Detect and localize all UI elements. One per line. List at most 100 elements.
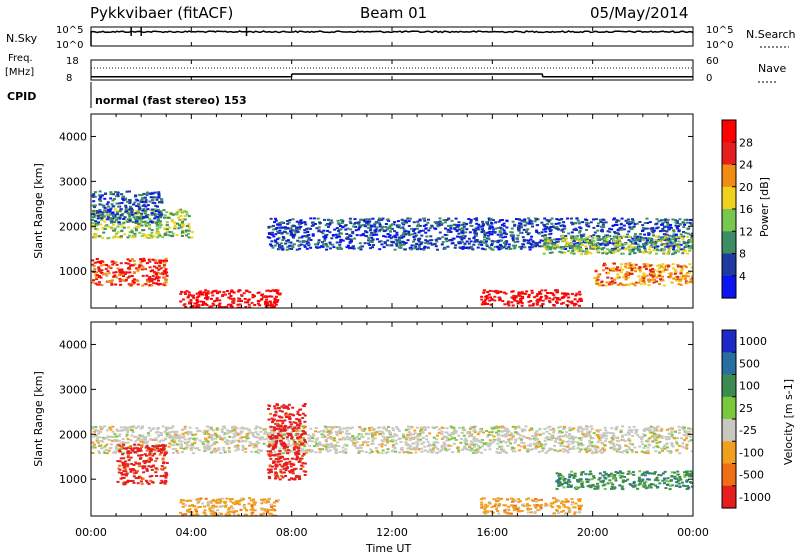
heatmap-cell: [104, 448, 108, 451]
heatmap-cell: [683, 278, 687, 281]
heatmap-cell: [177, 440, 181, 443]
heatmap-cell: [664, 245, 668, 248]
heatmap-cell: [541, 234, 545, 237]
heatmap-cell: [555, 243, 559, 246]
heatmap-cell: [171, 430, 175, 433]
heatmap-cell: [470, 433, 474, 435]
heatmap-cell: [409, 246, 413, 249]
heatmap-cell: [118, 433, 122, 436]
heatmap-cell: [551, 243, 555, 246]
heatmap-cell: [91, 441, 95, 444]
heatmap-cell: [397, 429, 401, 432]
heatmap-cell: [487, 434, 491, 436]
heatmap-cell: [676, 265, 680, 268]
heatmap-cell: [108, 209, 112, 212]
heatmap-cell: [579, 448, 583, 451]
heatmap-cell: [500, 219, 504, 221]
heatmap-cell: [200, 441, 204, 443]
heatmap-cell: [325, 244, 328, 247]
heatmap-cell: [615, 221, 618, 224]
heatmap-cell: [510, 290, 514, 293]
heatmap-cell: [600, 281, 604, 283]
heatmap-cell: [148, 223, 152, 226]
heatmap-cell: [651, 231, 655, 234]
heatmap-cell: [576, 219, 580, 222]
heatmap-cell: [563, 225, 567, 228]
heatmap-cell: [657, 219, 661, 222]
heatmap-cell: [385, 439, 389, 441]
heatmap-cell: [400, 449, 404, 452]
heatmap-cell: [344, 224, 347, 227]
heatmap-cell: [162, 209, 166, 212]
heatmap-cell: [128, 231, 132, 234]
heatmap-cell: [204, 439, 208, 441]
heatmap-cell: [477, 243, 481, 246]
heatmap-cell: [468, 446, 472, 449]
heatmap-cell: [266, 434, 270, 437]
heatmap-cell: [678, 452, 682, 455]
heatmap-cell: [585, 447, 589, 450]
heatmap-cell: [208, 447, 212, 450]
heatmap-cell: [128, 207, 132, 209]
noise-right-tick-top: 10^5: [706, 25, 733, 36]
heatmap-cell: [571, 223, 575, 226]
heatmap-cell: [109, 281, 112, 283]
heatmap-cell: [93, 195, 97, 198]
heatmap-cell: [553, 247, 557, 250]
heatmap-cell: [670, 435, 674, 438]
heatmap-cell: [491, 230, 495, 233]
heatmap-cell: [601, 223, 605, 226]
heatmap-cell: [93, 214, 97, 217]
heatmap-cell: [462, 221, 466, 224]
heatmap-cell: [587, 449, 591, 452]
heatmap-cell: [189, 299, 193, 302]
heatmap-cell: [300, 243, 304, 246]
heatmap-cell: [457, 450, 461, 453]
heatmap-cell: [511, 425, 515, 428]
heatmap-cell: [271, 432, 275, 435]
heatmap-cell: [619, 431, 623, 433]
power-colorbar-tick-label: 16: [739, 203, 753, 216]
heatmap-cell: [597, 273, 601, 276]
heatmap-cell: [535, 300, 539, 303]
heatmap-cell: [630, 443, 634, 446]
heatmap-cell: [496, 246, 500, 249]
heatmap-cell: [101, 215, 105, 218]
heatmap-cell: [94, 235, 98, 238]
heatmap-cell: [93, 268, 97, 270]
heatmap-cell: [224, 293, 227, 296]
heatmap-cell: [496, 240, 500, 243]
heatmap-cell: [585, 249, 589, 252]
heatmap-cell: [597, 436, 600, 438]
heatmap-cell: [141, 434, 145, 437]
heatmap-cell: [234, 449, 238, 452]
heatmap-cell: [183, 428, 187, 430]
heatmap-cell: [278, 247, 282, 250]
heatmap-cell: [615, 277, 619, 280]
heatmap-cell: [91, 216, 95, 219]
heatmap-cell: [644, 250, 648, 253]
heatmap-cell: [205, 304, 209, 306]
heatmap-cell: [371, 238, 375, 241]
heatmap-cell: [280, 245, 284, 248]
heatmap-cell: [527, 296, 531, 299]
heatmap-cell: [136, 211, 140, 214]
heatmap-cell: [500, 445, 504, 448]
heatmap-cell: [662, 251, 666, 254]
heatmap-cell: [551, 434, 555, 437]
heatmap-cell: [406, 239, 410, 242]
heatmap-cell: [97, 221, 100, 224]
heatmap-cell: [582, 428, 586, 431]
heatmap-cell: [553, 242, 557, 245]
heatmap-cell: [628, 244, 632, 247]
heatmap-cell: [634, 263, 638, 266]
heatmap-cell: [161, 272, 165, 275]
heatmap-cell: [418, 240, 422, 243]
heatmap-cell: [685, 434, 689, 437]
heatmap-cell: [486, 435, 490, 438]
heatmap-cell: [328, 231, 332, 234]
heatmap-cell: [548, 240, 552, 243]
heatmap-cell: [162, 283, 166, 286]
heatmap-cell: [374, 228, 378, 231]
heatmap-cell: [601, 252, 605, 255]
